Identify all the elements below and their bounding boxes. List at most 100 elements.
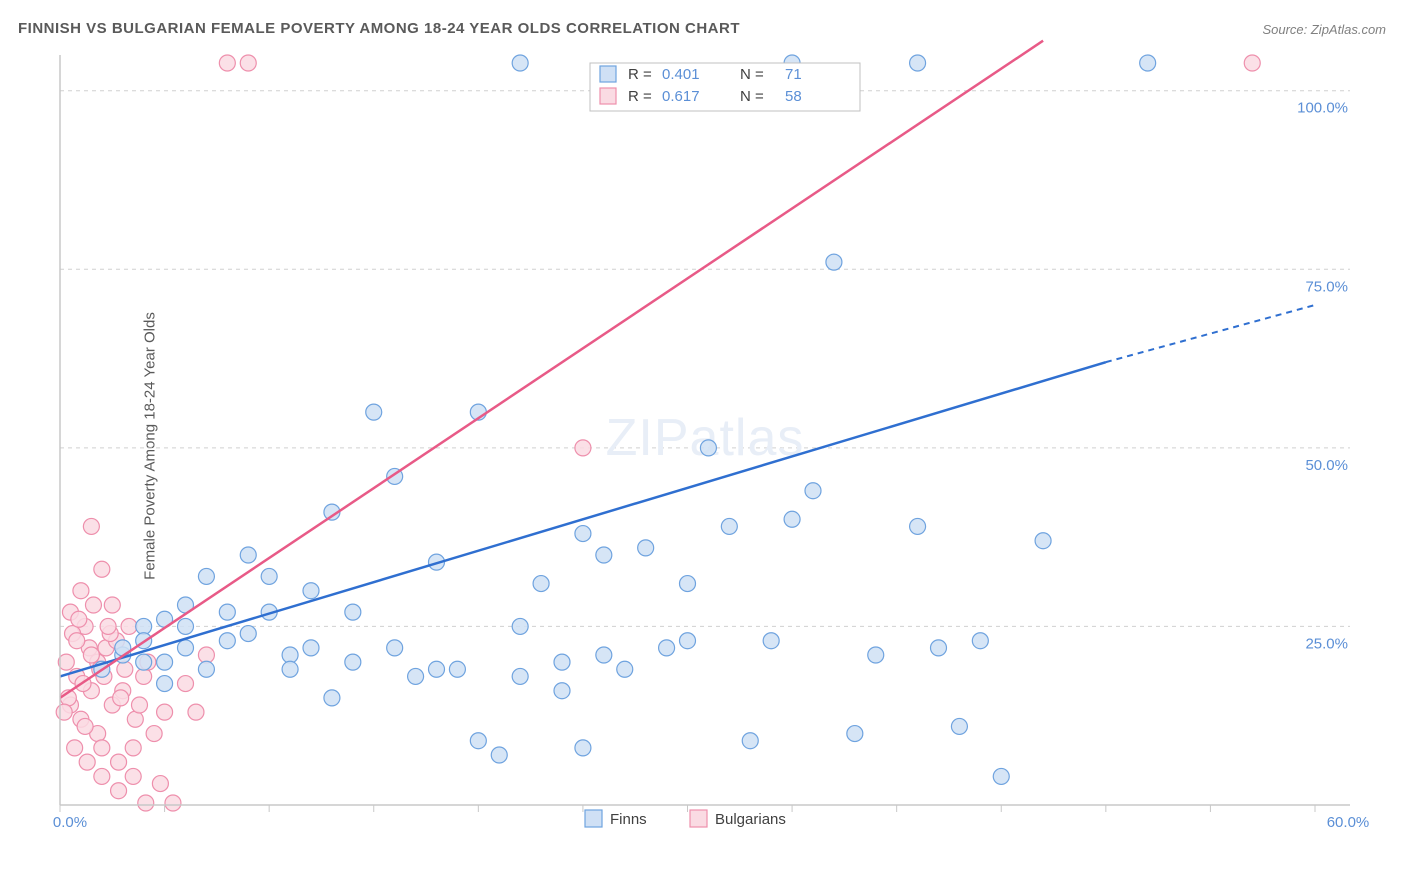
scatter-point <box>219 633 235 649</box>
scatter-point <box>512 668 528 684</box>
scatter-point <box>429 661 445 677</box>
corr-n-label: N = <box>740 66 764 83</box>
scatter-point <box>138 795 154 811</box>
scatter-point <box>387 640 403 656</box>
scatter-point <box>554 654 570 670</box>
y-tick-label: 50.0% <box>1305 457 1348 474</box>
scatter-point <box>94 740 110 756</box>
scatter-point <box>219 55 235 71</box>
scatter-point <box>73 583 89 599</box>
scatter-point <box>345 604 361 620</box>
legend-swatch <box>585 810 602 827</box>
scatter-point <box>111 754 127 770</box>
scatter-point <box>533 576 549 592</box>
scatter-point <box>282 647 298 663</box>
scatter-point <box>165 795 181 811</box>
scatter-point <box>951 718 967 734</box>
scatter-point <box>125 740 141 756</box>
scatter-point <box>805 483 821 499</box>
scatter-point <box>67 740 83 756</box>
scatter-point <box>868 647 884 663</box>
scatter-point <box>178 640 194 656</box>
scatter-point <box>491 747 507 763</box>
scatter-point <box>700 440 716 456</box>
chart-title: FINNISH VS BULGARIAN FEMALE POVERTY AMON… <box>18 20 740 37</box>
scatter-point <box>638 540 654 556</box>
scatter-point <box>198 568 214 584</box>
scatter-point <box>826 254 842 270</box>
scatter-point <box>575 440 591 456</box>
scatter-point <box>972 633 988 649</box>
scatter-point <box>1244 55 1260 71</box>
legend-swatch <box>600 88 616 104</box>
scatter-point <box>104 597 120 613</box>
scatter-point <box>596 647 612 663</box>
scatter-point <box>575 740 591 756</box>
scatter-point <box>125 768 141 784</box>
scatter-point <box>111 783 127 799</box>
scatter-point <box>763 633 779 649</box>
scatter-point <box>136 668 152 684</box>
source-label: Source: ZipAtlas.com <box>1262 22 1386 37</box>
scatter-point <box>83 518 99 534</box>
chart-container: FINNISH VS BULGARIAN FEMALE POVERTY AMON… <box>0 0 1406 892</box>
scatter-point <box>240 55 256 71</box>
scatter-point <box>512 55 528 71</box>
scatter-point <box>136 618 152 634</box>
plot-area: 25.0%50.0%75.0%100.0% ZIPatlas 0.0%60.0%… <box>60 55 1350 830</box>
scatter-point <box>659 640 675 656</box>
corr-n-label: N = <box>740 88 764 105</box>
scatter-point <box>121 618 137 634</box>
scatter-point <box>77 718 93 734</box>
watermark: ZIPatlas <box>606 409 805 467</box>
legend-label: Finns <box>610 811 647 828</box>
corr-r-value: 0.401 <box>662 66 700 83</box>
trend-line <box>60 362 1106 676</box>
scatter-point <box>303 583 319 599</box>
scatter-point <box>261 568 277 584</box>
scatter-point <box>69 633 85 649</box>
scatter-point <box>721 518 737 534</box>
scatter-point <box>931 640 947 656</box>
scatter-point <box>345 654 361 670</box>
scatter-point <box>178 676 194 692</box>
trend-line <box>60 41 1043 698</box>
scatter-point <box>157 704 173 720</box>
corr-r-label: R = <box>628 88 652 105</box>
scatter-point <box>71 611 87 627</box>
scatter-point <box>85 597 101 613</box>
scatter-point <box>117 661 133 677</box>
x-tick-label: 0.0% <box>53 814 87 831</box>
scatter-point <box>100 618 116 634</box>
scatter-point <box>449 661 465 677</box>
scatter-point <box>113 690 129 706</box>
trend-lines-group <box>60 41 1315 698</box>
scatter-point <box>847 726 863 742</box>
scatter-point <box>910 518 926 534</box>
scatter-point <box>512 618 528 634</box>
scatter-point <box>282 661 298 677</box>
corr-n-value: 58 <box>785 88 802 105</box>
scatter-point <box>198 647 214 663</box>
scatter-point <box>680 576 696 592</box>
scatter-point <box>617 661 633 677</box>
scatter-point <box>131 697 147 713</box>
scatter-point <box>83 647 99 663</box>
scatter-point <box>784 511 800 527</box>
corr-r-label: R = <box>628 66 652 83</box>
corr-n-value: 71 <box>785 66 802 83</box>
scatter-point <box>198 661 214 677</box>
scatter-point <box>742 733 758 749</box>
trend-line-dash <box>1106 305 1315 362</box>
scatter-point <box>79 754 95 770</box>
scatter-point <box>152 776 168 792</box>
scatter-point <box>1035 533 1051 549</box>
scatter-point <box>178 618 194 634</box>
scatter-point <box>408 668 424 684</box>
scatter-point <box>136 654 152 670</box>
legend-label: Bulgarians <box>715 811 786 828</box>
x-tick-label: 60.0% <box>1327 814 1370 831</box>
scatter-point <box>575 526 591 542</box>
legend-swatch <box>600 66 616 82</box>
scatter-point <box>554 683 570 699</box>
